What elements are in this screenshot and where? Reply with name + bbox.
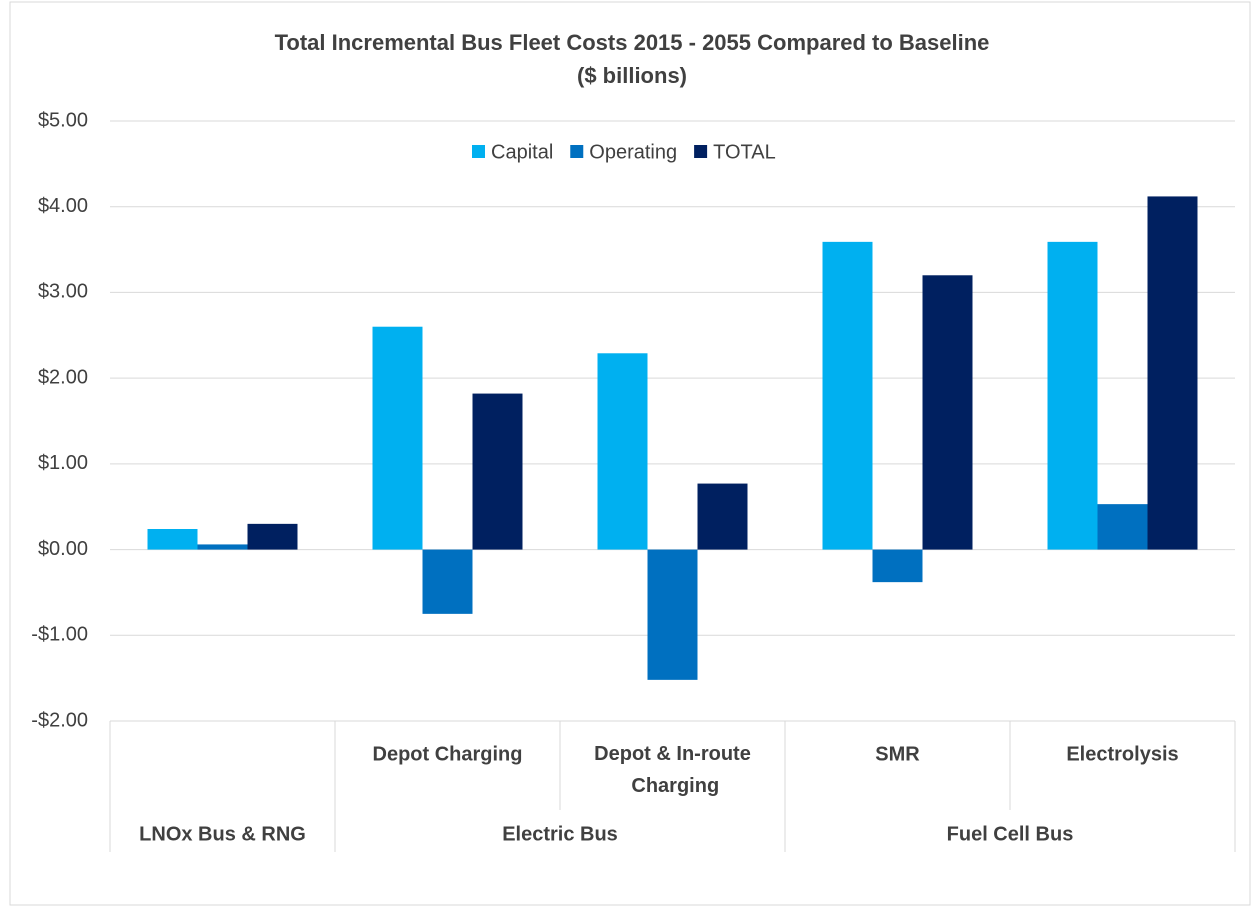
y-tick-label: $1.00 bbox=[38, 452, 88, 474]
legend-label: TOTAL bbox=[713, 141, 776, 163]
bar bbox=[822, 241, 873, 550]
y-tick-label: $2.00 bbox=[38, 366, 88, 388]
label-line: Charging bbox=[626, 775, 719, 797]
chart-title: Total Incremental Bus Fleet Costs 2015 -… bbox=[275, 30, 990, 55]
bar bbox=[422, 549, 473, 614]
legend-label: Capital bbox=[491, 141, 553, 163]
bar bbox=[922, 275, 973, 550]
label-line: Depot & In-route bbox=[594, 743, 751, 765]
bar bbox=[597, 353, 648, 550]
chart-subtitle: ($ billions) bbox=[577, 63, 687, 88]
bar bbox=[872, 549, 923, 583]
bar bbox=[697, 483, 748, 550]
y-tick-label: -$1.00 bbox=[31, 624, 88, 646]
bar bbox=[147, 529, 198, 550]
x-tick-label: Depot & In-route Charging bbox=[594, 743, 751, 797]
bar bbox=[247, 523, 298, 550]
bar bbox=[1047, 241, 1098, 550]
bar bbox=[1147, 196, 1198, 550]
legend-swatch bbox=[570, 145, 584, 158]
x-tick-label: Electrolysis bbox=[1066, 743, 1178, 765]
bar bbox=[647, 549, 698, 680]
legend-label: Operating bbox=[589, 141, 677, 163]
bar bbox=[197, 544, 248, 550]
bar bbox=[1097, 504, 1148, 550]
x-tick-label: SMR bbox=[875, 743, 920, 765]
bar bbox=[472, 393, 523, 550]
bar bbox=[372, 326, 423, 550]
legend-swatch bbox=[472, 145, 485, 158]
legend-swatch bbox=[694, 145, 708, 158]
y-tick-label: $0.00 bbox=[38, 538, 88, 560]
y-tick-label: $4.00 bbox=[38, 195, 88, 217]
y-tick-label: -$2.00 bbox=[31, 709, 88, 731]
y-tick-label: $3.00 bbox=[38, 281, 88, 303]
x-tick-label: Depot Charging bbox=[373, 743, 523, 765]
group-label: Fuel Cell Bus bbox=[947, 823, 1074, 845]
group-label: Electric Bus bbox=[502, 823, 618, 845]
y-tick-label: $5.00 bbox=[38, 109, 88, 131]
group-label: LNOx Bus & RNG bbox=[139, 823, 306, 845]
